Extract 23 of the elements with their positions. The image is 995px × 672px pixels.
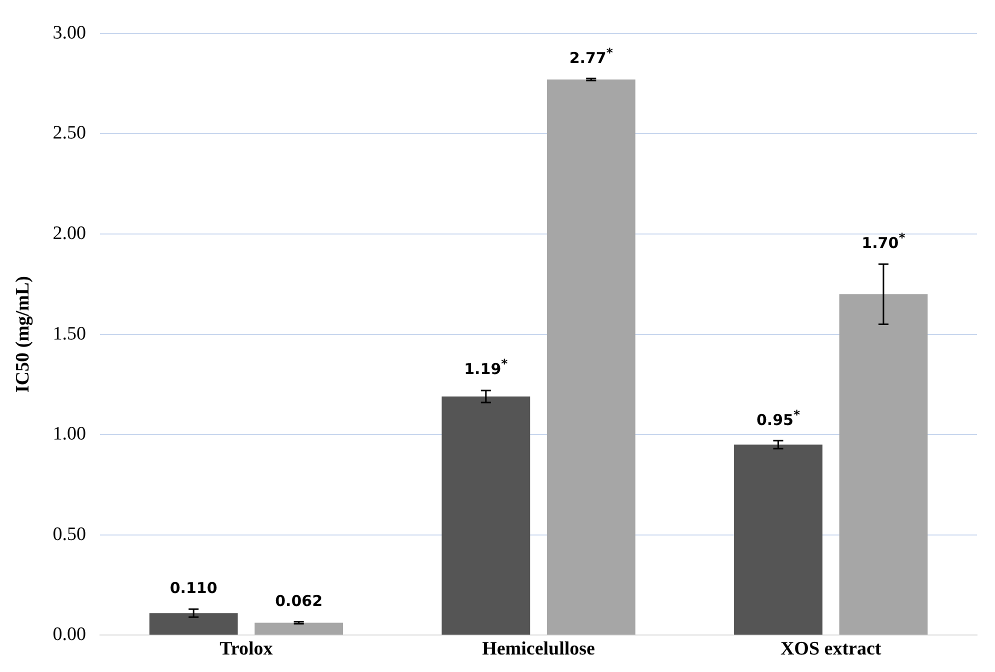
y-tick-label: 1.00 — [52, 424, 86, 445]
bar — [839, 294, 928, 635]
bar — [149, 613, 238, 635]
x-tick-label: Hemicelullose — [482, 638, 595, 660]
bar — [254, 622, 344, 635]
y-tick-label: 0.50 — [52, 524, 86, 545]
data-label: 1.70$^{*}$ — [862, 229, 906, 252]
bar — [734, 444, 822, 635]
data-label: 0.062 — [275, 592, 323, 610]
y-tick-label: 1.50 — [52, 323, 86, 344]
bar — [546, 80, 636, 635]
y-tick-label: 2.50 — [52, 122, 86, 144]
data-label: 2.77$^{*}$ — [569, 44, 613, 67]
y-tick-label: 0.00 — [52, 624, 86, 646]
y-tick-label: 3.00 — [52, 22, 86, 44]
data-label: 1.19$^{*}$ — [464, 355, 508, 378]
x-tick-label: Trolox — [220, 638, 274, 660]
bar — [442, 396, 530, 635]
data-label: 0.110 — [170, 579, 218, 598]
x-tick-label: XOS extract — [780, 638, 882, 660]
y-axis-title: IC50 (mg/mL) — [12, 276, 34, 393]
data-label: 0.95$^{*}$ — [756, 406, 800, 429]
y-tick-label: 2.00 — [52, 222, 86, 244]
